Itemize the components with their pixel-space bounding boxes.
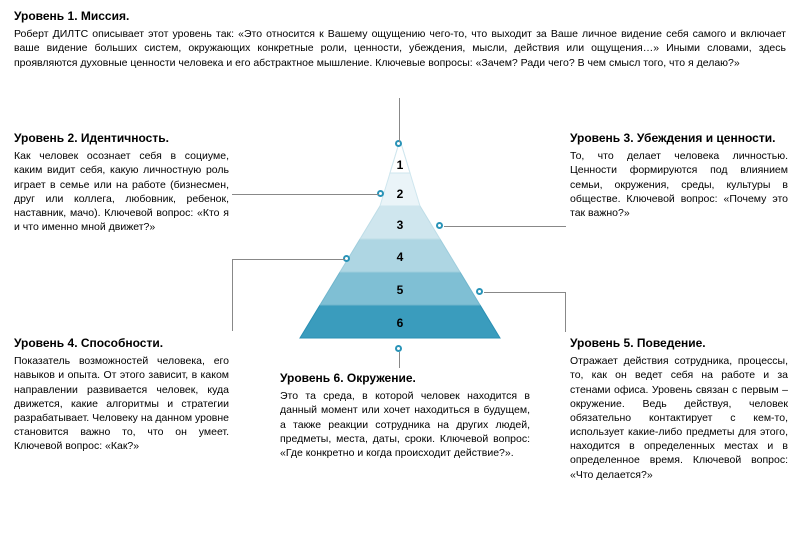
pyramid-number-5: 5 [390,283,410,297]
block-title: Уровень 3. Убеждения и ценности. [570,130,788,146]
leader-2 [232,194,379,195]
block-level-2: Уровень 2. Идентичность. Как человек осо… [14,130,229,234]
leader-6 [399,352,400,368]
pyramid-number-3: 3 [390,218,410,232]
block-level-4: Уровень 4. Способности. Показатель возмо… [14,335,229,453]
pyramid-number-6: 6 [390,316,410,330]
leader-4b [232,259,233,331]
block-body: То, что делает человека личностью. Ценно… [570,149,788,220]
marker-3 [436,222,443,229]
block-level-6: Уровень 6. Окружение. Это та среда, в ко… [280,370,530,460]
pyramid-number-2: 2 [390,187,410,201]
block-title: Уровень 5. Поведение. [570,335,788,351]
leader-5a [484,292,566,293]
block-body: Показатель возможностей человека, его на… [14,354,229,453]
block-body: Роберт ДИЛТС описывает этот уровень так:… [14,27,786,70]
leader-4a [232,259,345,260]
block-title: Уровень 2. Идентичность. [14,130,229,146]
block-title: Уровень 6. Окружение. [280,370,530,386]
pyramid-number-1: 1 [390,158,410,172]
leader-1 [399,98,400,142]
block-body: Как человек осознает себя в социуме, как… [14,149,229,234]
block-body: Это та среда, в которой человек находитс… [280,389,530,460]
block-body: Отражает действия сотрудника, процессы, … [570,354,788,482]
leader-5b [565,292,566,332]
block-title: Уровень 4. Способности. [14,335,229,351]
leader-3 [444,226,566,227]
pyramid-number-4: 4 [390,250,410,264]
block-level-5: Уровень 5. Поведение. Отражает действия … [570,335,788,482]
block-level-1: Уровень 1. Миссия. Роберт ДИЛТС описывае… [14,8,786,70]
marker-6 [395,345,402,352]
block-title: Уровень 1. Миссия. [14,8,786,24]
block-level-3: Уровень 3. Убеждения и ценности. То, что… [570,130,788,220]
marker-5 [476,288,483,295]
